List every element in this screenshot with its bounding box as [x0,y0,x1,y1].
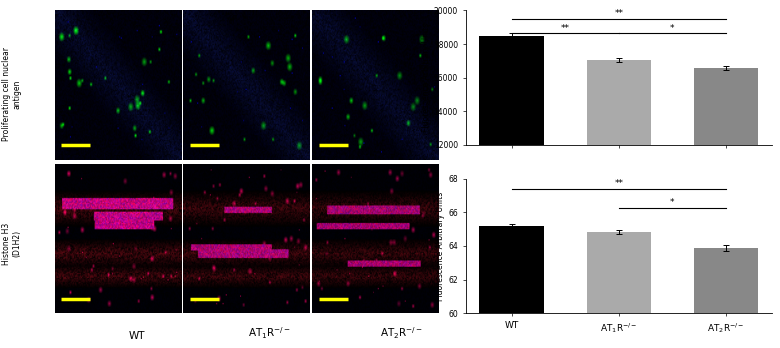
Text: WT: WT [128,331,145,341]
Bar [480,226,544,348]
Bar [480,35,544,347]
Bar [587,60,651,347]
Bar [694,69,758,347]
Text: Proliferating cell nuclear
antigen: Proliferating cell nuclear antigen [2,47,21,141]
Bar [587,232,651,348]
Y-axis label: Fluorescence Arbitrary Units: Fluorescence Arbitrary Units [422,23,431,132]
Text: **: ** [615,9,623,18]
Text: AT$_2$R$^{-/-}$: AT$_2$R$^{-/-}$ [380,325,424,341]
Y-axis label: Fluorescence Arbitrary Units: Fluorescence Arbitrary Units [436,191,445,301]
Text: **: ** [561,24,569,33]
Text: **: ** [615,179,623,188]
Text: *: * [670,198,675,207]
Text: Histone H3
(D1H2): Histone H3 (D1H2) [2,222,21,265]
Text: AT$_1$R$^{-/-}$: AT$_1$R$^{-/-}$ [247,325,291,341]
Text: *: * [670,24,675,33]
Bar [694,248,758,348]
